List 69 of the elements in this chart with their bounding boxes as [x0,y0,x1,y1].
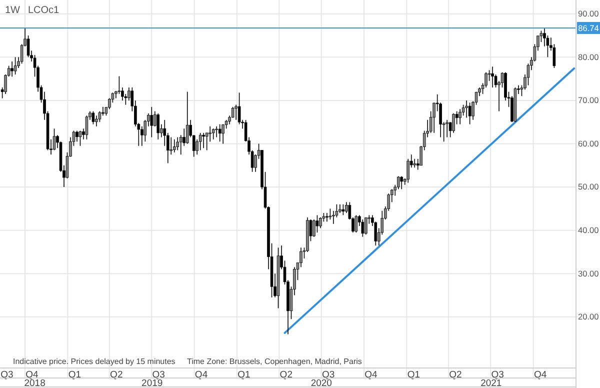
candlestick [215,126,218,138]
candlestick [198,132,202,151]
y-tick-label: 20.00 [578,312,600,322]
candlestick [92,110,95,125]
candlestick [95,115,98,127]
candlestick [319,216,322,229]
x-tick-label: Q2 [110,370,123,381]
y-tick-label: 90.00 [578,8,600,19]
x-tick-label: Q2 [449,370,462,381]
candlestick [238,92,241,125]
candlestick [186,91,189,144]
candlestick [354,214,358,233]
candlestick [98,110,102,122]
candlestick [361,219,364,238]
y-tick-label: 30.00 [578,268,600,278]
candlestick [14,56,17,75]
candlestick [150,106,154,138]
x-tick-label: Q2 [280,370,292,381]
ref-line-label: 86.74 [578,22,600,33]
candlestick [452,113,455,134]
candlestick [78,130,82,146]
candlestick [342,204,345,216]
text: LCOc1 [28,5,60,16]
x-tick-label: Q3 [0,370,14,381]
candlestick [328,208,332,220]
candlestick [118,76,121,94]
candlestick [176,136,180,151]
x-tick-label: Q4 [194,370,208,381]
candlestick [212,128,215,140]
candlestick [102,106,104,116]
candlestick [10,61,14,78]
candlestick [488,70,491,82]
candlestick [218,124,222,142]
x-tick-label: Q1 [68,370,82,381]
candlestick [312,219,316,238]
x-tick-label: Q4 [534,370,547,381]
y-tick-label: 50.00 [578,182,600,192]
y-tick-label: 40.00 [578,224,600,235]
candlestick [413,158,416,168]
candlestick [300,247,302,268]
candlestick [234,104,238,120]
candlestick [52,128,56,151]
candlestick [491,66,494,88]
candlestick [406,158,410,184]
candlestick [468,102,472,125]
candlestick [222,124,224,144]
y-tick-label: 80.00 [578,52,600,62]
x-tick-label: Q1 [238,370,250,381]
candlestick [364,216,368,236]
candlestick [208,126,212,142]
annotation: Indicative price. Prices delayed by 15 minutes [13,357,176,366]
candlestick [76,130,78,142]
annotation: Time Zone: Brussels, Copenhagen, Madrid, Paris [187,357,362,366]
text: 1W [5,5,21,16]
x-tick-label: Q4 [364,370,378,381]
candlestick [85,115,88,140]
candlestick [172,139,176,153]
candlestick [446,120,448,138]
x-tick-label: Q1 [407,370,420,381]
y-tick-label: 70.00 [578,95,600,106]
candlestick [156,113,160,140]
candlestick [465,100,468,118]
candlestick [316,214,319,233]
candlestick [202,132,205,148]
candlestick [326,212,328,222]
candlestick [458,108,462,125]
candlestick [179,134,182,155]
y-tick-label: 60.00 [578,138,600,148]
candlestick [400,176,404,190]
